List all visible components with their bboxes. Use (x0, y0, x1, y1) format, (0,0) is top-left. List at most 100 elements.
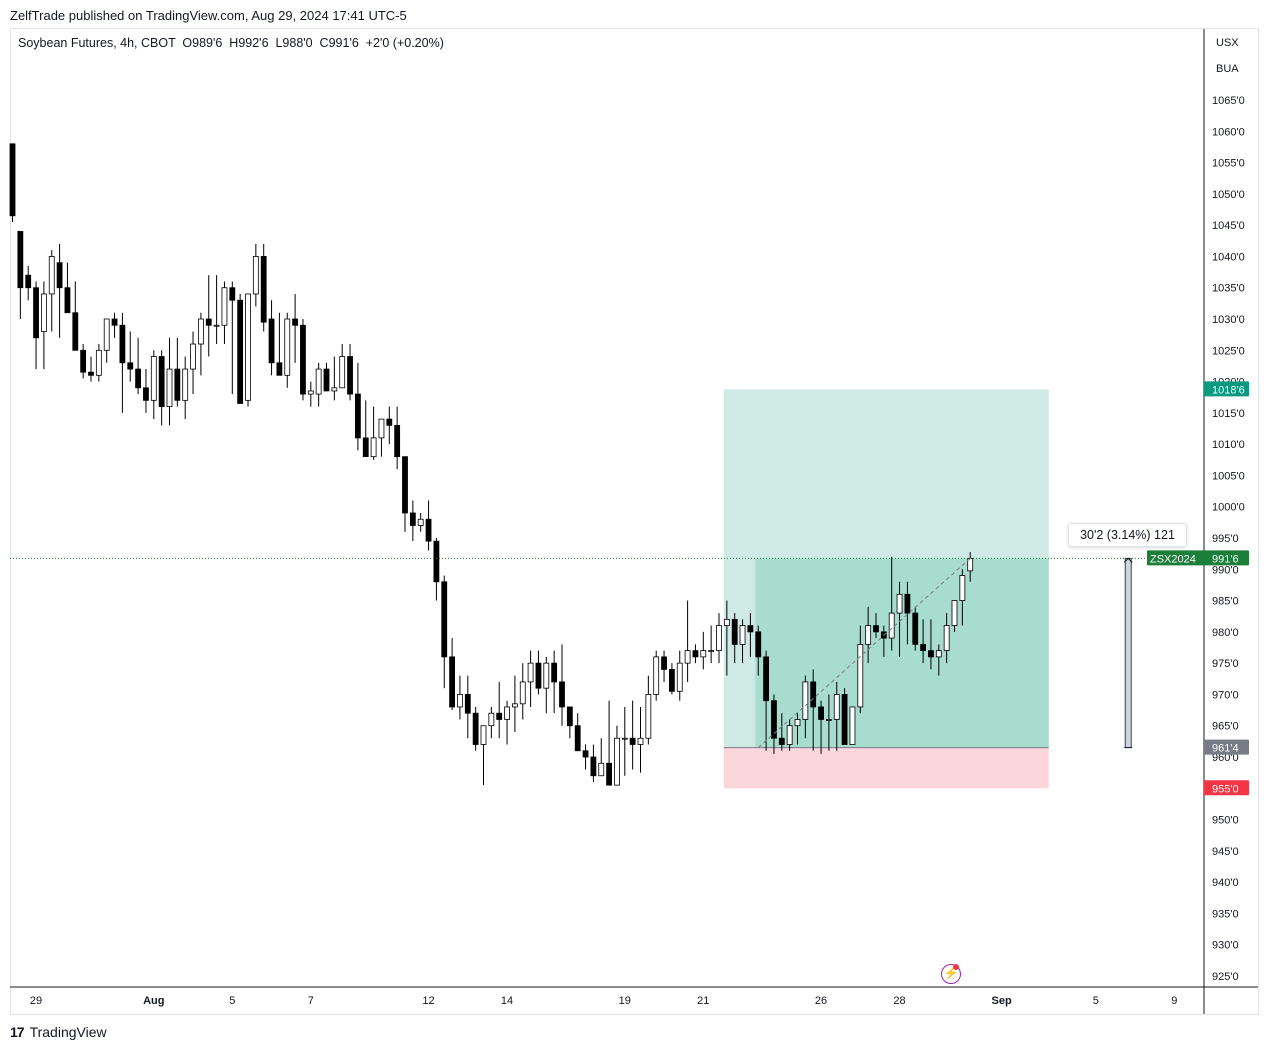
candle-body (441, 581, 448, 658)
price-tags: 1018'6 961'4 955'0 ZSX2024 991'6 (1147, 381, 1249, 796)
candle-body (260, 256, 267, 323)
candle-body (496, 712, 503, 720)
price-tick-label: 1000'0 (1212, 502, 1245, 514)
candle-body (64, 287, 71, 314)
time-tick-label: 14 (501, 995, 513, 1007)
candle-body (370, 437, 377, 458)
target-price-tag-bg (1204, 381, 1249, 397)
candle-body (158, 356, 165, 407)
time-tick-label: 21 (697, 995, 709, 1007)
overlay (10, 557, 1204, 749)
candle-body (323, 368, 330, 392)
candle-body (512, 703, 518, 708)
candle-body (166, 368, 173, 407)
candle-body (362, 437, 369, 458)
candle-body (229, 287, 236, 301)
symbol-legend[interactable]: Soybean Futures, 4h, CBOT O989'6 H992'6 … (18, 36, 444, 50)
publisher-line: ZelfTrade published on TradingView.com, … (10, 8, 407, 23)
time-tick-label: 29 (30, 995, 42, 1007)
candle-body (41, 293, 47, 332)
candle-body (621, 737, 628, 740)
candle-body (669, 669, 675, 692)
candle-body (857, 643, 864, 708)
time-tick-label: 7 (308, 995, 314, 1007)
time-tick-label: Sep (992, 995, 1012, 1007)
candle-body (771, 700, 777, 739)
candle-body (347, 356, 353, 395)
price-tick-label: 950'0 (1212, 815, 1239, 827)
candle-body (425, 518, 432, 542)
price-tick-label: 1050'0 (1212, 189, 1245, 201)
candle-body (315, 368, 322, 395)
target-price-tag: 1018'6 (1212, 384, 1245, 396)
candle-body (543, 662, 550, 689)
time-tick-label: 5 (1093, 995, 1099, 1007)
candle-body (25, 274, 32, 289)
candles (9, 143, 974, 786)
candle-body (786, 725, 793, 745)
candle-body (182, 368, 189, 401)
candle-body (794, 719, 801, 727)
candle-body (755, 631, 762, 658)
price-tick-label: 940'0 (1212, 877, 1239, 889)
candle-body (17, 230, 24, 289)
entry-price-tag: 961'4 (1212, 743, 1239, 755)
candle-body (197, 318, 204, 345)
candle-body (888, 612, 895, 639)
candle-body (378, 418, 385, 439)
price-tick-label: 990'0 (1212, 564, 1239, 576)
price-axis: 1065'0 1060'0 1055'0 1050'0 1045'0 1040'0 1035… (1203, 29, 1245, 1014)
candle-body (614, 737, 620, 786)
price-tick-label: 1040'0 (1212, 251, 1245, 263)
candle-body (935, 650, 942, 658)
candle-body (150, 356, 157, 401)
price-tick-label: 965'0 (1212, 721, 1239, 733)
candle-body (417, 518, 424, 526)
candle-body (472, 712, 479, 745)
currency-label[interactable]: USX (1216, 37, 1239, 49)
candle-body (676, 662, 683, 692)
trade-path-line (757, 557, 971, 748)
candle-body (637, 737, 644, 745)
time-tick-label: 9 (1171, 995, 1177, 1007)
price-tick-label: 925'0 (1212, 971, 1239, 983)
position-zones (723, 389, 1049, 789)
tradingview-logo-icon: 17 (10, 1024, 25, 1040)
measure-label[interactable]: 30'2 (3.14%) 121 (1068, 523, 1187, 547)
last-price-symbol: ZSX2024 (1150, 553, 1196, 565)
candle-body (951, 600, 958, 626)
entry-price-tag-bg (1204, 739, 1249, 755)
candle-body (661, 656, 667, 670)
candle-body (276, 362, 283, 376)
candle-body (684, 650, 691, 664)
candle-body (747, 625, 754, 633)
stop-price-tag: 955'0 (1212, 783, 1239, 795)
time-tick-label: 26 (815, 995, 827, 1007)
candle-body (739, 625, 746, 645)
candle-body (252, 256, 259, 295)
candle-body (598, 762, 605, 777)
candle-body (488, 712, 495, 727)
candle-body (692, 650, 699, 658)
candle-body (119, 324, 126, 364)
price-tick-label: 975'0 (1212, 658, 1239, 670)
candle-body (56, 262, 63, 289)
unit-label[interactable]: BUA (1216, 63, 1239, 75)
candle-body (300, 324, 306, 395)
candle-body (480, 725, 487, 745)
candle-body (551, 662, 558, 683)
price-tick-label: 1005'0 (1212, 470, 1245, 482)
candle-body (339, 356, 346, 389)
candle-body (912, 612, 919, 645)
candle-body (72, 312, 79, 351)
candle-body (190, 343, 196, 370)
candle-body (245, 293, 251, 401)
candle-body (849, 706, 856, 745)
measure-arrow-icon (1123, 557, 1133, 563)
candle-body (810, 681, 817, 708)
candle-body (103, 318, 110, 351)
time-tick-label: 5 (229, 995, 235, 1007)
candle-body (449, 656, 456, 708)
candle-body (606, 762, 612, 786)
